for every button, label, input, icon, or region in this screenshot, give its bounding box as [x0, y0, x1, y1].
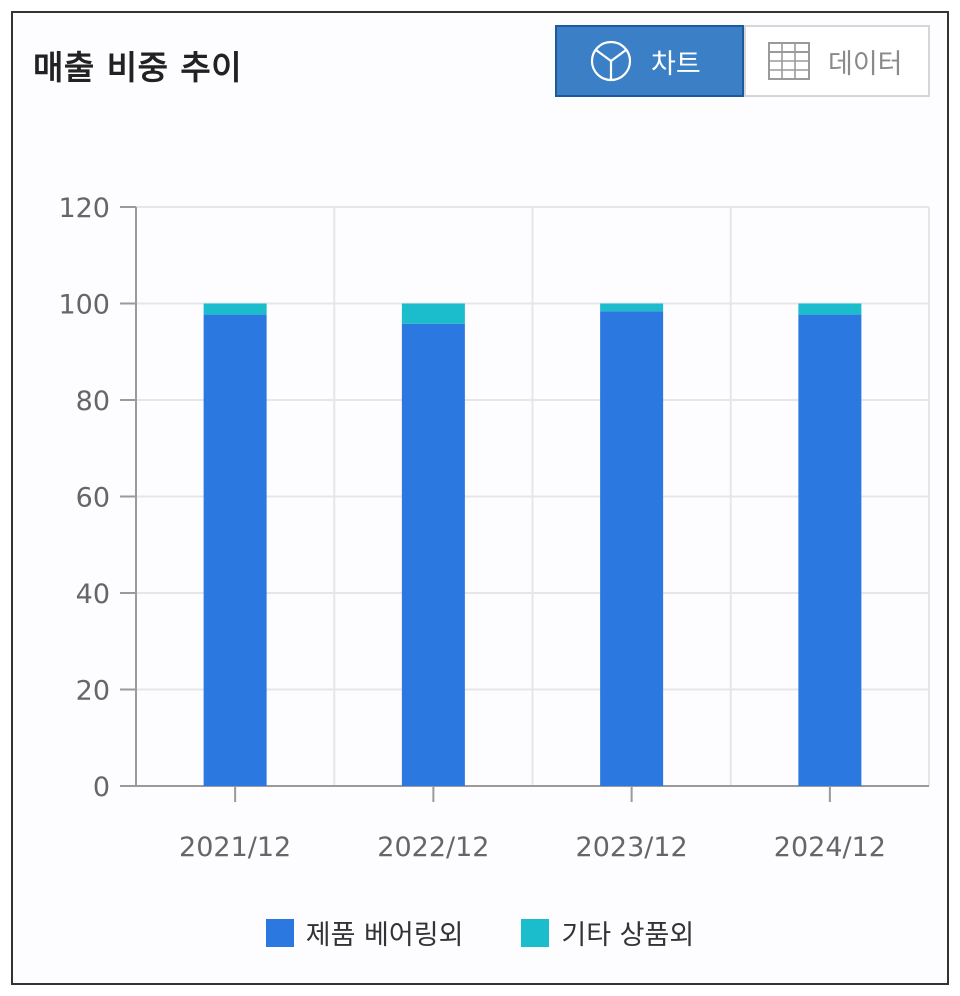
table-grid-icon	[768, 42, 810, 80]
pie-chart-icon	[589, 39, 633, 83]
y-tick-label: 20	[76, 676, 110, 707]
bar-2-2021-12	[203, 303, 267, 315]
bar-1-2024-12	[798, 314, 862, 786]
legend-item-series-2[interactable]: 기타 상품외	[521, 913, 694, 952]
legend-label-series-1: 제품 베어링외	[305, 920, 464, 951]
y-tick-label: 80	[76, 386, 110, 417]
x-tick-label: 2021/12	[179, 832, 291, 863]
bar-1-2022-12	[401, 323, 465, 786]
bar-2-2022-12	[401, 303, 465, 324]
chart-legend: 제품 베어링외 기타 상품외	[13, 913, 947, 952]
x-tick-label: 2023/12	[576, 832, 688, 863]
chart-title: 매출 비중 추이	[33, 48, 243, 87]
bar-1-2021-12	[203, 314, 267, 786]
y-tick-label: 40	[76, 579, 110, 610]
legend-item-series-1[interactable]: 제품 베어링외	[265, 913, 464, 952]
bar-2-2024-12	[798, 303, 862, 315]
chart-view-label: 차트	[651, 48, 701, 80]
x-tick-label: 2024/12	[774, 832, 886, 863]
chart-plot: 0 20 40 60 80 100 120 2021/12 2022/12 2023/12 2024…	[58, 193, 930, 863]
legend-swatch-series-2	[521, 918, 550, 947]
data-view-button[interactable]: 데이터	[744, 25, 930, 97]
data-view-label: 데이터	[828, 48, 903, 80]
bar-1-2023-12	[600, 311, 664, 786]
x-tick-label: 2022/12	[377, 832, 489, 863]
legend-label-series-2: 기타 상품외	[561, 920, 695, 951]
bar-2-2023-12	[600, 303, 664, 312]
legend-swatch-series-1	[265, 918, 294, 947]
y-tick-label: 0	[93, 772, 110, 803]
y-tick-label: 60	[76, 483, 110, 514]
y-tick-label: 100	[58, 290, 110, 321]
chart-view-button[interactable]: 차트	[555, 25, 744, 97]
chart-panel: 매출 비중 추이 차트 데이터 0 20 40 60 80 100 120 2021/1	[11, 11, 949, 985]
y-tick-label: 120	[58, 193, 110, 224]
